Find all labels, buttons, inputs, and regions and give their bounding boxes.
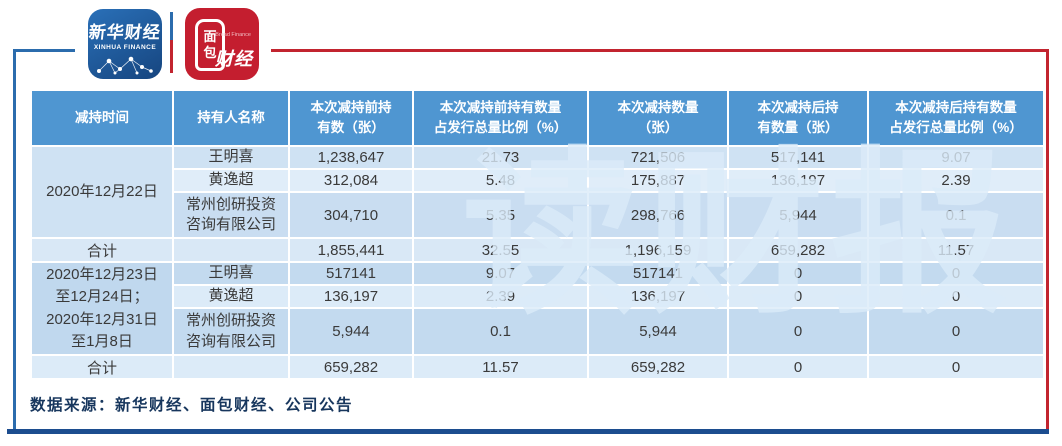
cell-value: 0.1 (867, 191, 1045, 239)
table-row: 常州创研投资咨询有限公司 5,944 0.1 5,944 0 0 (31, 307, 1045, 356)
cell-value: 9.07 (412, 261, 589, 286)
logo-divider-red-segment (170, 40, 173, 73)
cell-holder: 黄逸超 (172, 284, 290, 309)
table-header-row: 减持时间 持有人名称 本次减持前持 有数（张） 本次减持前持有数量 占发行总量比… (30, 89, 1045, 147)
cell-value: 32.55 (412, 237, 589, 263)
cell-value: 11.57 (412, 354, 589, 380)
cell-value: 0 (727, 284, 869, 309)
col-header-holder: 持有人名称 (172, 89, 290, 147)
cell-value: 304,710 (288, 191, 414, 239)
cell-value: 0.1 (412, 307, 589, 356)
cell-value: 0 (867, 284, 1045, 309)
logo-divider-blue-segment (170, 12, 173, 40)
cell-value: 1,855,441 (288, 237, 414, 263)
cell-value: 0 (867, 261, 1045, 286)
bread-finance-en-label: Bread Finance (215, 32, 251, 38)
cell-value: 1,238,647 (288, 145, 414, 170)
cell-holder: 王明喜 (172, 145, 290, 170)
table-row: 2020年12月22日 王明喜 1,238,647 21.73 721,506 … (30, 145, 1045, 239)
table-total-row: 合计 1,855,441 32.55 1,196,159 659,282 11.… (30, 237, 1045, 263)
holdings-reduction-table: 减持时间 持有人名称 本次减持前持 有数（张） 本次减持前持有数量 占发行总量比… (30, 89, 1045, 380)
cell-value: 136,197 (587, 284, 729, 309)
frame-red-horizontal-line (271, 49, 1049, 52)
cell-value: 5,944 (727, 191, 869, 239)
cell-value: 9.07 (867, 145, 1045, 170)
cell-holder: 黄逸超 (172, 168, 290, 193)
cell-value: 312,084 (288, 168, 414, 193)
cell-holder: 常州创研投资咨询有限公司 (172, 191, 290, 239)
col-header-after-amount: 本次减持后持 有数量（张） (727, 89, 869, 147)
bread-finance-cn-label: 财经 (215, 49, 253, 69)
bread-char-top: 面 (203, 29, 217, 45)
bread-toast-icon: 面 包 (195, 19, 225, 71)
table-total-row: 合计 659,282 11.57 659,282 0 0 (30, 354, 1045, 380)
cell-value: 5,944 (288, 307, 414, 356)
frame-blue-vertical-line (13, 49, 16, 430)
cell-empty (172, 237, 290, 263)
xinhua-finance-logo: 新华财经 XINHUA FINANCE (88, 9, 162, 79)
cell-value: 659,282 (727, 237, 869, 263)
cell-empty (172, 354, 290, 380)
table-row: 黄逸超 312,084 5.48 175,887 136,197 2.39 (31, 168, 1045, 193)
cell-period-group2: 2020年12月23日 至12月24日； 2020年12月31日 至1月8日 (30, 261, 174, 356)
cell-value: 517141 (288, 261, 414, 286)
cell-value: 298,766 (587, 191, 729, 239)
cell-value: 21.73 (412, 145, 589, 170)
bread-char-bottom: 包 (203, 44, 217, 60)
cell-total-label: 合计 (30, 354, 174, 380)
cell-total-label: 合计 (30, 237, 174, 263)
cell-period-group1: 2020年12月22日 (30, 145, 174, 239)
cell-value: 0 (867, 354, 1045, 380)
cell-value: 136,197 (288, 284, 414, 309)
col-header-before-amount: 本次减持前持 有数（张） (288, 89, 414, 147)
cell-value: 2.39 (412, 284, 589, 309)
cell-value: 11.57 (867, 237, 1045, 263)
cell-value: 659,282 (587, 354, 729, 380)
cell-value: 0 (727, 307, 869, 356)
table-row: 2020年12月23日 至12月24日； 2020年12月31日 至1月8日 王… (30, 261, 1045, 356)
logo-divider (170, 12, 173, 73)
col-header-after-pct: 本次减持后持有数量 占发行总量比例（%） (867, 89, 1045, 147)
col-header-before-pct: 本次减持前持有数量 占发行总量比例（%） (412, 89, 589, 147)
cell-value: 0 (727, 261, 869, 286)
frame-red-vertical-line (1046, 49, 1049, 430)
table-row: 黄逸超 136,197 2.39 136,197 0 0 (31, 284, 1045, 309)
col-header-reduced-amount: 本次减持数量 （张） (587, 89, 729, 147)
frame-navy-bottom-bar (7, 429, 1049, 434)
cell-value: 0 (727, 354, 869, 380)
cell-holder: 常州创研投资咨询有限公司 (172, 307, 290, 356)
cell-value: 5.48 (412, 168, 589, 193)
cell-value: 5.35 (412, 191, 589, 239)
cell-value: 517141 (587, 261, 729, 286)
col-header-period: 减持时间 (30, 89, 174, 147)
cell-value: 517,141 (727, 145, 869, 170)
bread-finance-logo: 面 包 Bread Finance 财经 (185, 8, 259, 80)
cell-value: 175,887 (587, 168, 729, 193)
cell-value: 721,506 (587, 145, 729, 170)
xinhua-finance-en-label: XINHUA FINANCE (93, 44, 157, 51)
cell-holder: 王明喜 (172, 261, 290, 286)
cell-value: 2.39 (867, 168, 1045, 193)
cell-value: 0 (867, 307, 1045, 356)
cell-value: 1,196,159 (587, 237, 729, 263)
table-row: 常州创研投资咨询有限公司 304,710 5.35 298,766 5,944 … (31, 191, 1045, 239)
frame-blue-horizontal-line (13, 49, 75, 52)
xinhua-finance-cn-label: 新华财经 (87, 23, 162, 42)
network-dots-icon (97, 56, 153, 75)
cell-value: 659,282 (288, 354, 414, 380)
data-source-note: 数据来源：新华财经、面包财经、公司公告 (30, 395, 354, 414)
cell-value: 5,944 (587, 307, 729, 356)
cell-value: 136,197 (727, 168, 869, 193)
